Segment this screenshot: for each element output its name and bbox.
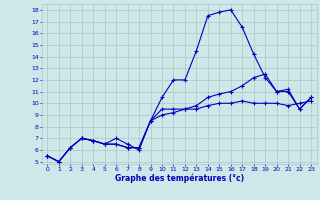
- X-axis label: Graphe des températures (°c): Graphe des températures (°c): [115, 173, 244, 183]
